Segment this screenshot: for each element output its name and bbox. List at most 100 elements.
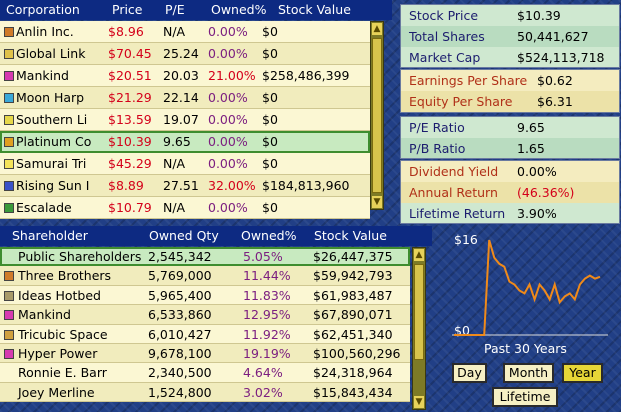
- corporation-row[interactable]: Anlin Inc. $8.96 N/A 0.00% $0: [0, 21, 370, 43]
- price-history-chart: $16 $0 Past 30 Years Day Month Year Life…: [440, 226, 621, 412]
- company-color-swatch: [4, 71, 14, 81]
- corporation-row[interactable]: Escalade $10.79 N/A 0.00% $0: [0, 197, 370, 219]
- month-button[interactable]: Month: [503, 363, 554, 383]
- company-color-swatch: [4, 137, 14, 147]
- shareholder-color-swatch: [4, 329, 14, 340]
- col-corporation[interactable]: Corporation: [6, 2, 80, 17]
- scroll-up-arrow-icon[interactable]: ▲: [372, 23, 382, 35]
- corp-pe: N/A: [163, 24, 186, 39]
- stat-total-shares: Total Shares 50,441,627: [401, 26, 619, 47]
- corporation-scrollbar[interactable]: ▲ ▼: [370, 21, 384, 210]
- corp-owned: 0.00%: [208, 112, 248, 127]
- shareholder-row[interactable]: Public Shareholders 2,545,342 5.05% $26,447…: [0, 247, 410, 267]
- shareholder-name: Tricubic Space: [18, 326, 108, 342]
- company-color-swatch: [4, 49, 14, 59]
- col-owned-pct[interactable]: Owned%: [241, 228, 297, 243]
- corp-owned: 0.00%: [208, 156, 248, 171]
- scroll-thumb[interactable]: [372, 38, 382, 193]
- corp-owned: 21.00%: [208, 68, 256, 83]
- stat-equity: Equity Per Share $6.31: [401, 91, 619, 112]
- corp-stock-value: $0: [262, 90, 278, 105]
- shareholder-qty: 2,545,342: [148, 249, 212, 264]
- shareholder-row[interactable]: Joey Merline 1,524,800 3.02% $15,843,434: [0, 382, 410, 403]
- corporation-row[interactable]: Southern Li $13.59 19.07 0.00% $0: [0, 109, 370, 131]
- company-color-swatch: [4, 115, 14, 125]
- corp-price: $8.89: [108, 178, 144, 193]
- corp-stock-value: $0: [262, 134, 278, 149]
- shareholder-row[interactable]: Hyper Power 9,678,100 19.19% $100,560,296: [0, 343, 410, 364]
- corp-stock-value: $0: [262, 24, 278, 39]
- col-owned-qty[interactable]: Owned Qty: [149, 228, 219, 243]
- shareholder-name: Public Shareholders: [18, 249, 142, 264]
- company-color-swatch: [4, 27, 14, 37]
- col-price[interactable]: Price: [112, 2, 143, 17]
- ratio-group: P/E Ratio 9.65 P/B Ratio 1.65: [400, 116, 620, 159]
- shareholder-stock-value: $62,451,340: [313, 326, 393, 342]
- year-button[interactable]: Year: [562, 363, 603, 383]
- shareholder-owned: 4.64%: [243, 365, 283, 381]
- shareholder-scrollbar[interactable]: ▲ ▼: [412, 247, 426, 410]
- corporation-row[interactable]: Samurai Tri $45.29 N/A 0.00% $0: [0, 153, 370, 175]
- col-owned[interactable]: Owned%: [211, 2, 267, 17]
- chart-y-max-label: $16: [454, 232, 478, 247]
- corporation-row[interactable]: Global Link $70.45 25.24 0.00% $0: [0, 43, 370, 65]
- shareholder-owned: 11.83%: [243, 287, 291, 303]
- corporation-panel: Corporation Price P/E Owned% Stock Value…: [0, 0, 392, 219]
- scroll-thumb[interactable]: [414, 264, 424, 360]
- stat-eps: Earnings Per Share $0.62: [401, 70, 619, 91]
- col-stock-value[interactable]: Stock Value: [314, 228, 387, 243]
- corp-pe: N/A: [163, 200, 186, 215]
- stat-pb-ratio: P/B Ratio 1.65: [401, 138, 619, 158]
- corporation-row[interactable]: Mankind $20.51 20.03 21.00% $258,486,399: [0, 65, 370, 87]
- company-color-swatch: [4, 203, 14, 213]
- lifetime-button[interactable]: Lifetime: [492, 387, 558, 407]
- price-stats-group: Stock Price $10.39 Total Shares 50,441,6…: [400, 4, 620, 68]
- shareholder-row[interactable]: Tricubic Space 6,010,427 11.92% $62,451,340: [0, 324, 410, 344]
- shareholder-name: Joey Merline: [18, 384, 95, 400]
- corp-stock-value: $0: [262, 46, 278, 61]
- shareholder-name: Ronnie E. Barr: [18, 365, 107, 381]
- corp-owned: 32.00%: [208, 178, 256, 193]
- shareholder-panel: Shareholder Owned Qty Owned% Stock Value…: [0, 226, 432, 412]
- col-pe[interactable]: P/E: [165, 2, 185, 17]
- corp-price: $70.45: [108, 46, 152, 61]
- scroll-up-arrow-icon[interactable]: ▲: [414, 249, 424, 261]
- corp-owned: 0.00%: [208, 134, 248, 149]
- corporation-table-header: Corporation Price P/E Owned% Stock Value: [0, 0, 392, 20]
- corporation-row[interactable]: Rising Sun I $8.89 27.51 32.00% $184,813,960: [0, 175, 370, 197]
- corporation-row[interactable]: Moon Harp $21.29 22.14 0.00% $0: [0, 87, 370, 109]
- col-shareholder[interactable]: Shareholder: [12, 228, 88, 243]
- shareholder-qty: 9,678,100: [148, 345, 212, 361]
- company-color-swatch: [4, 93, 14, 103]
- shareholder-stock-value: $15,843,434: [313, 384, 393, 400]
- col-stock-value[interactable]: Stock Value: [278, 2, 351, 17]
- shareholder-table-header: Shareholder Owned Qty Owned% Stock Value: [0, 226, 432, 246]
- shareholder-name: Hyper Power: [18, 345, 98, 361]
- shareholder-row[interactable]: Mankind 6,533,860 12.95% $67,890,071: [0, 305, 410, 325]
- chart-period-label: Past 30 Years: [484, 341, 567, 356]
- shareholder-name: Mankind: [18, 307, 71, 323]
- corp-stock-value: $0: [262, 156, 278, 171]
- corp-pe: 19.07: [163, 112, 199, 127]
- corp-name: Southern Li: [16, 112, 88, 127]
- scroll-down-arrow-icon[interactable]: ▼: [414, 396, 424, 408]
- shareholder-qty: 6,533,860: [148, 307, 212, 323]
- shareholder-row[interactable]: Ideas Hotbed 5,965,400 11.83% $61,983,487: [0, 285, 410, 306]
- stat-dividend-yield: Dividend Yield 0.00%: [401, 161, 619, 182]
- corporation-row[interactable]: Platinum Co $10.39 9.65 0.00% $0: [0, 131, 370, 153]
- scroll-down-arrow-icon[interactable]: ▼: [372, 196, 382, 208]
- shareholder-row[interactable]: Ronnie E. Barr 2,340,500 4.64% $24,318,964: [0, 363, 410, 383]
- shareholder-row[interactable]: Three Brothers 5,769,000 11.44% $59,942,793: [0, 266, 410, 286]
- corp-pe: 25.24: [163, 46, 199, 61]
- day-button[interactable]: Day: [452, 363, 487, 383]
- corp-stock-value: $0: [262, 112, 278, 127]
- corp-pe: 9.65: [163, 134, 191, 149]
- shareholder-name: Ideas Hotbed: [18, 287, 101, 303]
- corp-price: $8.96: [108, 24, 144, 39]
- corp-pe: 22.14: [163, 90, 199, 105]
- shareholder-qty: 6,010,427: [148, 326, 212, 342]
- shareholder-owned: 3.02%: [243, 384, 283, 400]
- stat-annual-return: Annual Return (46.36%): [401, 182, 619, 203]
- shareholder-stock-value: $59,942,793: [313, 268, 393, 284]
- corp-stock-value: $0: [262, 200, 278, 215]
